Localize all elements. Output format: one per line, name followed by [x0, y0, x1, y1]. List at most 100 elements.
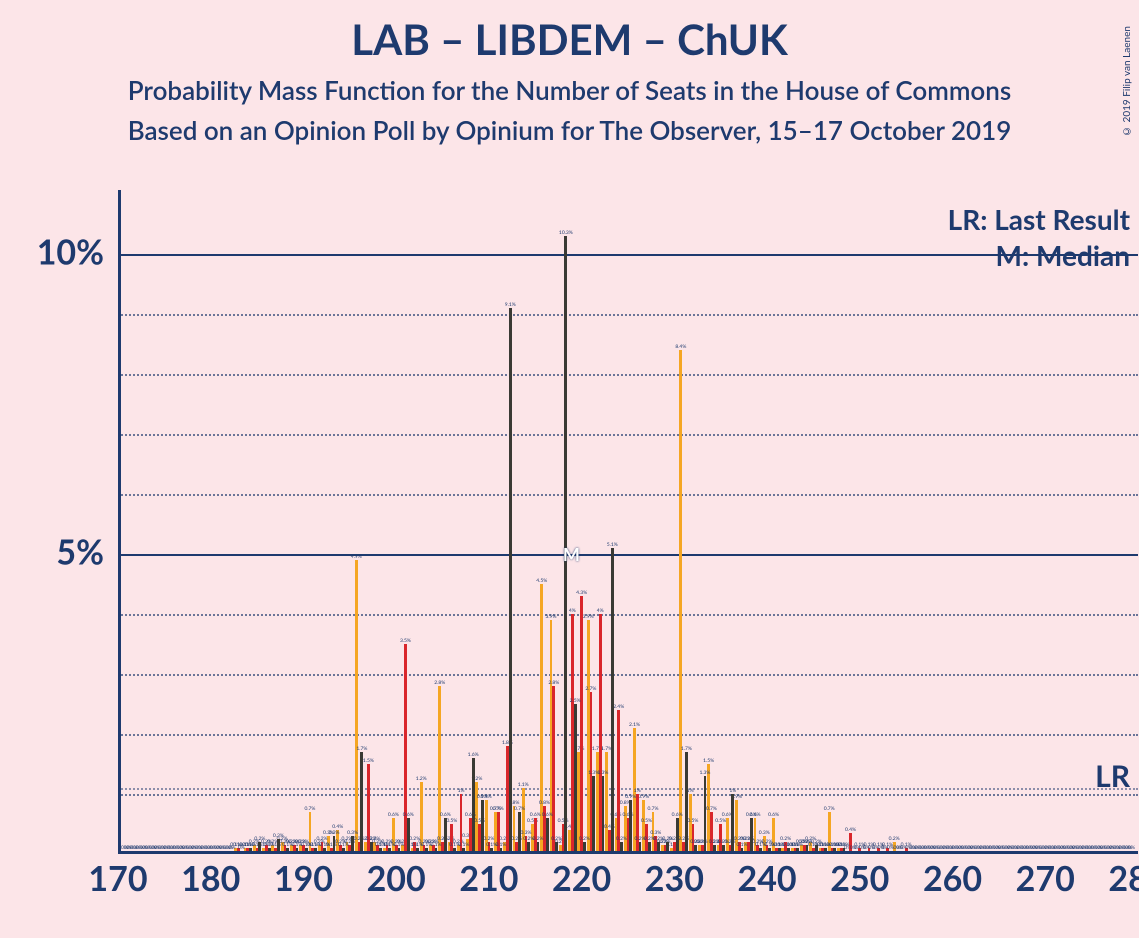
bar-dark: 1.3% [704, 776, 707, 854]
bar-value-label: 4.9% [351, 554, 362, 560]
y-axis-tick-label: 5% [56, 531, 104, 572]
bar-dark: 1.3% [602, 776, 605, 854]
bar-dark: 0.6% [407, 818, 410, 854]
legend-m: M: Median [996, 238, 1130, 272]
bar-value-label: 0.5% [687, 818, 698, 824]
x-axis-tick-label: 210 [459, 858, 518, 899]
bar-value-label: 1% [458, 788, 465, 794]
bar-value-label: 0.7% [824, 806, 835, 812]
bar-dark: 0.7% [518, 812, 521, 854]
bar-value-label: 0.8% [539, 800, 550, 806]
bar-value-label: 2.7% [585, 686, 596, 692]
chart-plot-area: 5%10%0%0%0%0%0%0%0%0%0%0%0%0%0.1%0.1%0.2… [118, 194, 1138, 854]
bar-value-label: 4.5% [536, 578, 547, 584]
bar-value-label: 0.1% [737, 842, 748, 848]
bar-value-label: 0.9% [625, 794, 636, 800]
bar-red: 2.8% [552, 686, 555, 854]
x-axis-tick-label: 240 [737, 858, 796, 899]
bar-value-label: 0.5% [715, 818, 726, 824]
bar-value-label: 5.1% [607, 542, 618, 548]
x-axis-tick-label: 260 [923, 858, 982, 899]
bar-value-label: 1.1% [518, 782, 529, 788]
bar-value-label: 2.4% [613, 704, 624, 710]
bar-value-label: 4.3% [576, 590, 587, 596]
bar-value-label: 0.5% [446, 818, 457, 824]
bar-value-label: 0.4% [845, 827, 856, 833]
bar-value-label: 2.5% [570, 698, 581, 704]
bar-dark: 0.6% [546, 818, 549, 854]
gridline-minor [118, 734, 1138, 736]
bar-value-label: 0.1% [245, 842, 256, 848]
bar-value-label: 0.6% [530, 812, 541, 818]
bar-value-label: 0.1% [431, 842, 442, 848]
bar-value-label: 0.6% [746, 812, 757, 818]
bar-value-label: 0.2% [533, 836, 544, 842]
bar-value-label: 0.1% [393, 842, 404, 848]
gridline-major [118, 254, 1138, 256]
bar-value-label: 0.2% [551, 836, 562, 842]
bar-value-label: 1.3% [699, 770, 710, 776]
bar-dark: 9.1% [509, 308, 512, 854]
bar-value-label: 2.1% [629, 722, 640, 728]
gridline-minor [118, 314, 1138, 316]
x-axis-tick-label: 200 [367, 858, 426, 899]
lr-marker: LR [1095, 758, 1130, 794]
bar-dark: 1.7% [360, 752, 363, 854]
bar-value-label: 3.9% [583, 614, 594, 620]
bar-value-label: 0.1% [495, 842, 506, 848]
bar-dark: 0.6% [750, 818, 753, 854]
bar-value-label: 1.3% [597, 770, 608, 776]
x-axis-tick-label: 190 [274, 858, 333, 899]
bar-value-label: 10.3% [559, 230, 573, 236]
gridline-minor [118, 434, 1138, 436]
chart-subtitle-1: Probability Mass Function for the Number… [0, 74, 1139, 106]
bar-value-label: 4% [597, 608, 604, 614]
bar-value-label: 0.6% [403, 812, 414, 818]
bar-dark: 1.3% [592, 776, 595, 854]
bar-value-label: 0.3% [347, 830, 358, 836]
x-axis-tick-label: 230 [645, 858, 704, 899]
bar-dark: 0.9% [481, 800, 484, 854]
bar-value-label: 0.6% [388, 812, 399, 818]
bar-value-label: 0.7% [304, 806, 315, 812]
bar-orange: 2.8% [438, 686, 441, 854]
gridline-minor [118, 494, 1138, 496]
x-axis-tick-label: 250 [830, 858, 889, 899]
bar-value-label: 0.7% [514, 806, 525, 812]
x-axis [118, 851, 1138, 854]
bar-value-label: 3.9% [546, 614, 557, 620]
bar-value-label: 2.8% [548, 680, 559, 686]
bar-value-label: 1.2% [416, 776, 427, 782]
bar-value-label: 0.6% [768, 812, 779, 818]
bar-value-label: 0.9% [638, 794, 649, 800]
bar-dark: 0.9% [629, 800, 632, 854]
bar-value-label: 2.8% [434, 680, 445, 686]
chart-title: LAB – LIBDEM – ChUK [0, 14, 1139, 64]
bar-value-label: 0.3% [329, 830, 340, 836]
bar-value-label: 0.1% [458, 842, 469, 848]
legend-lr: LR: Last Result [948, 202, 1130, 236]
bar-value-label: 0.2% [718, 839, 729, 845]
bar-value-label: 1.7% [356, 746, 367, 752]
chart-subtitle-2: Based on an Opinion Poll by Opinium for … [0, 114, 1139, 146]
x-axis-tick-label: 280 [1108, 858, 1139, 899]
bar-value-label: 0.2% [690, 839, 701, 845]
bar-value-label: 8.4% [675, 344, 686, 350]
x-axis-tick-label: 180 [181, 858, 240, 899]
bar-value-label: 0.6% [440, 812, 451, 818]
bar-value-label: 0.7% [493, 806, 504, 812]
bar-value-label: 9.1% [505, 302, 516, 308]
bar-value-label: 1.5% [703, 758, 714, 764]
gridline-minor [118, 674, 1138, 676]
bar-dark: 0.6% [676, 818, 679, 854]
gridline-minor [118, 374, 1138, 376]
bar-value-label: 0.1% [839, 842, 850, 848]
bar-value-label: 1.7% [681, 746, 692, 752]
bar-dark: 5.1% [611, 548, 614, 854]
gridline-major [118, 554, 1138, 556]
median-marker: M [563, 543, 580, 565]
bar-value-label: 0.2% [662, 836, 673, 842]
bar-value-label: 0.6% [672, 812, 683, 818]
x-axis-tick-label: 220 [552, 858, 611, 899]
bar-value-label: 0.1% [338, 842, 349, 848]
